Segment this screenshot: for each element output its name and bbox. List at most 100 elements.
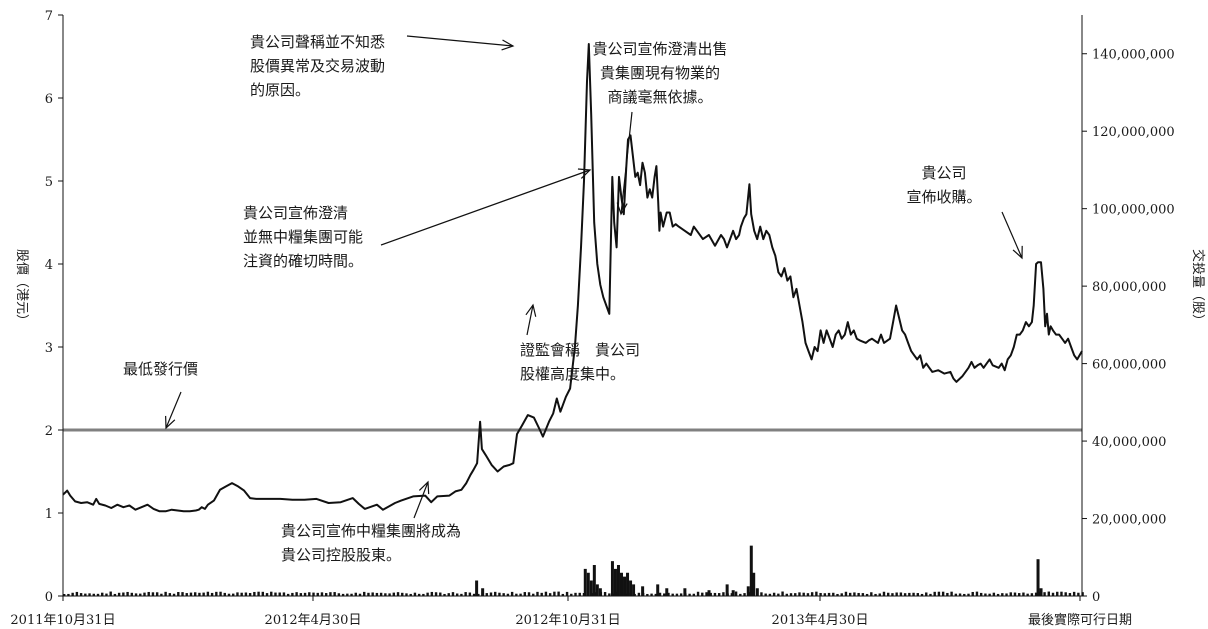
volume-bar [333,592,336,596]
volume-bar [1060,591,1063,596]
y-right-tick-label: 80,000,000 [1092,280,1166,295]
volume-bars [63,545,1084,596]
volume-bar [912,592,915,596]
volume-bar [160,593,163,596]
volume-bar [958,593,962,596]
axis-tick-marks [58,14,1087,601]
volume-bar [540,592,543,596]
volume-bar [181,592,184,596]
volume-bar [109,591,112,596]
volume-bar [882,591,886,596]
volume-bar [832,592,835,596]
volume-bar [1034,592,1038,596]
volume-bar [865,593,869,596]
volume-bar [92,593,95,596]
volume-bar [874,593,877,596]
volume-bar [848,592,852,596]
volume-bar [177,592,180,596]
volume-bar [270,591,273,596]
volume-bar [749,545,753,596]
price-series-line [62,43,1083,513]
volume-bar [857,592,860,596]
volume-bar [67,593,70,596]
y-left-tick-label: 7 [45,9,53,24]
volume-bar [739,593,742,596]
volume-bar [916,593,919,596]
volume-bar [206,591,210,596]
volume-bar [637,592,641,596]
volume-bar [734,591,738,596]
volume-bar [789,593,793,596]
volume-bar [665,588,669,596]
volume-bar [253,591,256,596]
volume-bar [878,593,881,596]
volume-bar [658,592,662,596]
volume-bar [122,592,125,596]
volume-bar [126,591,129,596]
volume-bar [240,592,243,596]
volume-bar [130,592,134,596]
volume-bar [227,593,231,596]
volume-bar [671,593,674,596]
volume-bar [371,592,374,596]
volume-bar [312,592,315,596]
volume-bar [781,591,784,596]
volume-bar [870,592,873,596]
volume-bar [613,568,617,596]
volume-bar [84,593,87,596]
volume-bar [815,591,818,596]
volume-bar [755,588,759,596]
y-right-tick-label: 60,000,000 [1092,358,1166,373]
volume-bar [746,586,750,596]
volume-bar [299,593,303,596]
volume-bar [954,593,958,596]
volume-bar [553,591,556,596]
volume-bar [920,593,924,596]
volume-bar [261,591,265,596]
volume-bar [583,568,587,596]
annotation-line: 證監會稱 貴公司 [520,341,640,359]
y-right-tick-label: 20,000,000 [1092,513,1166,528]
volume-bar [1051,592,1055,596]
volume-bar [481,588,485,596]
volume-bar [844,591,848,596]
volume-bar [1077,592,1080,596]
volume-bar [798,592,801,596]
volume-bar [172,593,176,596]
arrow-head [1012,245,1023,260]
volume-bar [379,592,383,596]
volume-bar [903,593,907,596]
y-left-tick-label: 3 [45,341,53,356]
volume-bar [396,592,400,596]
volume-bar [586,572,590,596]
annotation-line: 貴公司宣佈中糧集團將成為 [281,522,461,540]
volume-bar [88,593,91,596]
volume-bar [308,592,311,596]
arrow-line [1001,211,1023,259]
volume-bar [929,593,932,596]
volume-bar [992,592,996,596]
volume-bar [722,592,725,596]
volume-bar [232,593,235,596]
volume-bar [257,591,260,596]
volume-bar [189,592,193,596]
volume-bar [692,593,696,596]
volume-bar [236,592,239,596]
volume-bar [422,593,425,596]
volume-bar [244,592,248,596]
y-left-axis-title: 股價（港元） [14,249,29,327]
volume-bar [455,593,459,596]
volume-bar [329,592,332,596]
volume-bar [544,591,548,596]
volume-bar [185,593,188,596]
volume-bar [1022,592,1025,596]
arrow-head [525,303,537,317]
volume-bar [772,592,776,596]
volume-bar [324,593,328,596]
volume-bar [1018,593,1021,596]
volume-bar [610,561,614,596]
x-tick-label: 2011年10月31日 [10,613,115,628]
volume-bar [519,593,522,596]
